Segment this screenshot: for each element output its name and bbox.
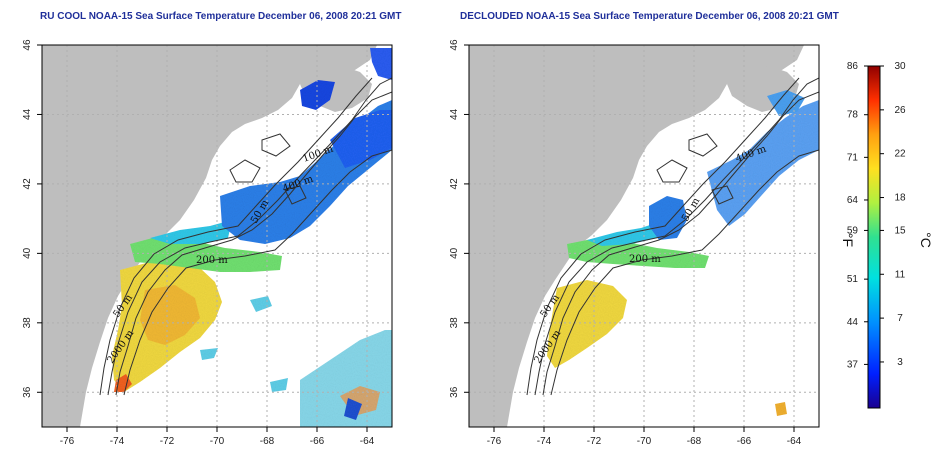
colorbar-c-tick-label: 18 [894,193,906,204]
colorbar-f-tick-label: 78 [847,110,859,121]
left-sst-mid-blobs [200,296,288,392]
left-map-title: RU COOL NOAA-15 Sea Surface Temperature … [40,11,402,22]
right-contour-label: 200 m [629,254,661,265]
left-lat-tick-label: 40 [22,247,33,259]
left-sst-deep-blue-ne [370,48,392,80]
right-sst-yellow-shelf [547,280,627,368]
left-lat-tick-label: 38 [22,317,33,329]
right-bathymetry-contours [526,77,819,396]
right-grid [469,45,819,427]
left-lon-tick-label: -68 [260,436,275,447]
fahrenheit-unit-label: °F [840,233,856,247]
colorbar-f-tick-label: 86 [847,61,859,72]
colorbar-c-tick-label: 11 [895,269,906,280]
right-sst-orange-se [775,402,787,416]
right-lat-tick-label: 40 [449,247,460,259]
right-lat-tick-label: 38 [449,317,460,329]
colorbar-f-tick-label: 44 [847,317,859,328]
right-sst-blue-east [707,100,819,226]
right-land [469,45,804,427]
left-lon-tick-label: -76 [60,436,75,447]
colorbar-ticks: 86 78 71 64 59 51 44 37 30 26 22 18 15 11 7 3 [847,61,906,370]
right-lon-tick-label: -74 [537,436,552,447]
right-lon-tick-label: -64 [787,436,802,447]
colorbar-f-tick-label: 51 [847,274,859,285]
left-lat-tick-label: 46 [22,39,33,51]
left-lon-tick-label: -64 [360,436,375,447]
colorbar-f-tick-label: 59 [847,225,859,236]
right-lat-tick-label: 46 [449,39,460,51]
left-lat-tick-label: 44 [22,108,33,120]
right-sst-blue-gom [649,196,687,240]
temperature-colorbar: 86 78 71 64 59 51 44 37 30 26 22 18 15 11 7 3 °F °C [840,61,934,409]
colorbar-c-tick-label: 7 [897,313,903,324]
left-sst-se-blue [344,398,362,420]
left-bathymetry-contours [99,77,392,396]
left-lon-tick-label: -74 [110,436,125,447]
left-sst-green-band [130,236,282,272]
colorbar-c-tick-label: 22 [894,149,906,160]
right-map-panel: 200 m 50 m 2000 m 400 m 50 m -76 -74 -72 -7… [449,39,820,447]
right-lon-tick-label: -72 [587,436,602,447]
right-lon-tick-label: -70 [637,436,652,447]
right-lon-tick-label: -68 [687,436,702,447]
left-sst-cyan-patch [150,220,232,244]
left-land [42,45,377,427]
colorbar-f-tick-label: 64 [847,195,859,206]
left-lat-tick-label: 36 [22,386,33,398]
left-grid [42,45,392,427]
left-axis-ticks: -76 -74 -72 -70 -68 -66 -64 36 38 40 42 44 46 [22,39,375,447]
left-sst-orange-core [140,285,200,345]
right-lat-tick-label: 36 [449,386,460,398]
colorbar-c-tick-label: 26 [894,105,906,116]
right-lon-tick-label: -76 [487,436,502,447]
celsius-unit-label: °C [918,232,934,248]
colorbar-f-tick-label: 71 [847,152,859,163]
right-lat-tick-label: 44 [449,108,460,120]
colorbar-f-tick-label: 37 [847,359,859,370]
right-axis-ticks: -76 -74 -72 -70 -68 -66 -64 36 38 40 42 44 46 [449,39,802,447]
left-map-panel: 200 m 50 m 2000 m 100 m 400 m 50 m -76 -7… [22,39,393,447]
left-contour-label: 200 m [196,255,228,266]
right-lat-tick-label: 42 [449,178,460,190]
right-lon-tick-label: -66 [737,436,752,447]
left-lat-tick-label: 42 [22,178,33,190]
colorbar-c-tick-label: 30 [894,61,906,72]
left-lon-tick-label: -72 [160,436,175,447]
left-lon-tick-label: -66 [310,436,325,447]
right-map-title: DECLOUDED NOAA-15 Sea Surface Temperatur… [460,11,839,22]
left-sst-blue-east [330,110,392,168]
colorbar-gradient [867,65,881,409]
colorbar-c-tick-label: 15 [894,225,906,236]
colorbar-c-tick-label: 3 [897,357,903,368]
left-lon-tick-label: -70 [210,436,225,447]
